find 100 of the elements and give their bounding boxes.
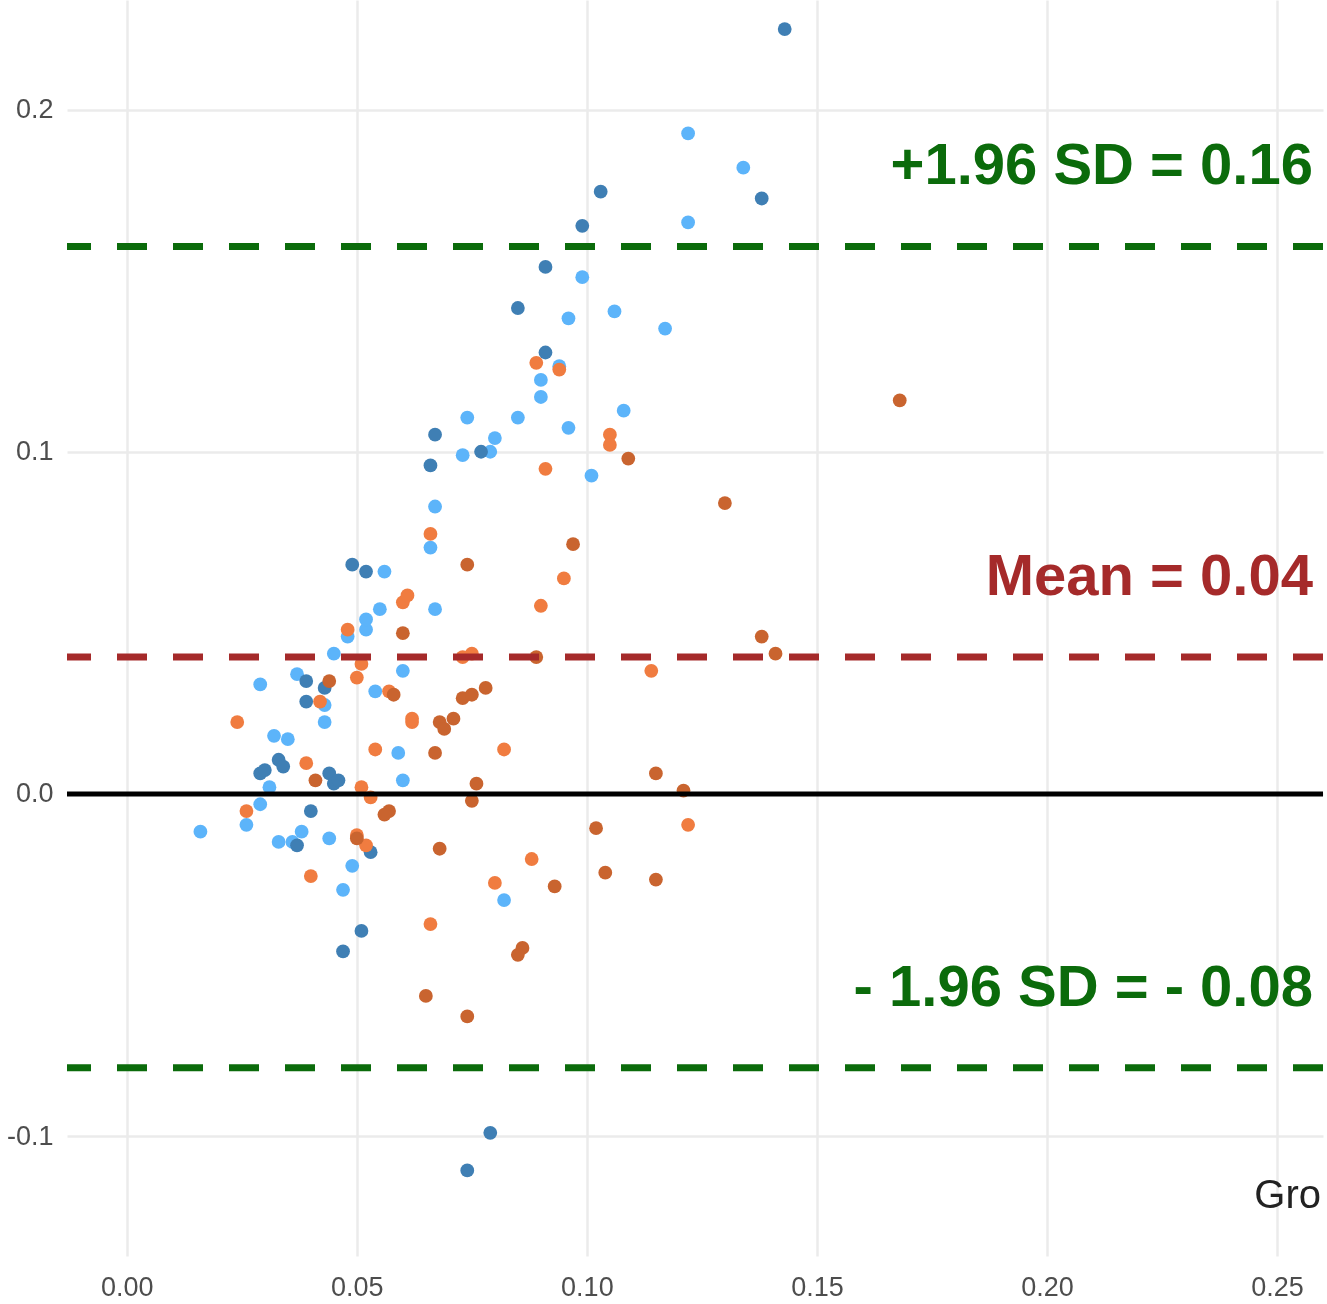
point xyxy=(437,722,452,736)
point xyxy=(538,345,553,360)
point xyxy=(460,557,475,572)
point xyxy=(510,301,525,315)
point xyxy=(602,438,617,452)
point xyxy=(395,663,410,678)
point xyxy=(510,947,525,962)
point xyxy=(658,321,672,336)
point xyxy=(497,893,511,907)
point xyxy=(290,667,304,682)
point xyxy=(326,646,341,661)
point xyxy=(322,831,337,846)
point xyxy=(621,451,636,466)
point xyxy=(556,571,571,586)
point xyxy=(423,458,438,473)
point xyxy=(359,612,373,627)
point xyxy=(303,804,318,818)
point xyxy=(892,393,907,408)
point xyxy=(529,355,544,370)
point xyxy=(644,663,659,678)
y-tick-label: 0.2 xyxy=(15,94,54,125)
point xyxy=(561,311,576,326)
point xyxy=(239,817,254,832)
point xyxy=(718,496,732,510)
point xyxy=(533,598,548,613)
point xyxy=(377,807,392,822)
point xyxy=(372,602,387,617)
point xyxy=(460,1163,475,1178)
point xyxy=(524,852,539,866)
point xyxy=(308,773,323,788)
point xyxy=(423,917,438,931)
point xyxy=(368,742,383,757)
ref-line-label: - 1.96 SD = - 0.08 xyxy=(853,952,1313,1018)
ref-line-label: +1.96 SD = 0.16 xyxy=(890,131,1313,197)
point xyxy=(428,602,442,617)
point xyxy=(547,879,562,894)
point xyxy=(368,684,383,699)
point xyxy=(474,444,488,459)
point xyxy=(593,184,608,199)
point xyxy=(280,732,295,747)
x-tick-label: 0.15 xyxy=(791,1271,844,1302)
point xyxy=(584,468,599,483)
point xyxy=(777,22,792,36)
point xyxy=(464,687,479,702)
point xyxy=(510,410,525,425)
x-tick-label: 0.05 xyxy=(331,1271,384,1302)
point xyxy=(349,670,364,685)
point xyxy=(616,403,631,418)
point xyxy=(487,876,502,890)
point xyxy=(253,797,268,812)
point xyxy=(354,924,369,938)
point xyxy=(483,1125,498,1140)
x-tick-label: 0.25 xyxy=(1251,1271,1304,1302)
point xyxy=(575,219,590,233)
point xyxy=(754,629,769,644)
point xyxy=(455,448,470,463)
y-tick-label: 0.0 xyxy=(15,778,54,809)
point xyxy=(428,499,442,514)
point xyxy=(681,817,695,832)
point xyxy=(271,835,286,849)
point xyxy=(487,431,502,445)
point xyxy=(446,711,461,726)
point xyxy=(538,461,553,476)
point xyxy=(423,540,438,555)
point xyxy=(386,687,401,702)
point xyxy=(391,746,406,760)
point xyxy=(239,804,254,818)
y-tick-label: 0.1 xyxy=(15,436,54,467)
point xyxy=(400,588,415,603)
point xyxy=(395,773,410,788)
point xyxy=(432,841,447,856)
point xyxy=(395,626,410,641)
x-tick-label: 0.20 xyxy=(1021,1271,1074,1302)
point xyxy=(538,260,553,274)
point xyxy=(345,858,360,873)
point xyxy=(290,838,304,853)
point xyxy=(649,872,663,887)
point xyxy=(313,694,327,709)
point xyxy=(649,766,663,781)
point xyxy=(575,270,590,285)
point xyxy=(460,1009,475,1024)
point xyxy=(349,831,364,846)
point xyxy=(469,776,484,791)
point xyxy=(460,410,475,425)
point xyxy=(768,646,783,661)
point xyxy=(336,944,350,959)
point xyxy=(598,865,613,880)
y-tick-label: -0.1 xyxy=(6,1120,54,1151)
point xyxy=(418,989,433,1003)
point xyxy=(257,763,272,777)
point xyxy=(267,728,281,743)
point xyxy=(193,824,208,839)
point xyxy=(681,215,695,230)
point xyxy=(428,427,442,442)
point xyxy=(736,160,751,175)
point xyxy=(589,821,603,836)
point xyxy=(359,564,373,579)
point xyxy=(359,838,373,853)
point xyxy=(754,191,769,206)
point xyxy=(497,742,511,757)
